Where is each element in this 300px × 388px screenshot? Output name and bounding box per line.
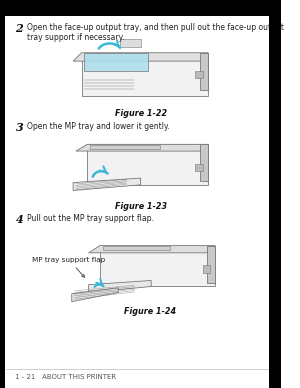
Polygon shape (84, 53, 148, 71)
Polygon shape (82, 53, 208, 96)
Polygon shape (76, 144, 208, 151)
Polygon shape (72, 288, 118, 302)
Polygon shape (88, 246, 215, 253)
Text: Figure 1-23: Figure 1-23 (115, 202, 167, 211)
Bar (202, 265, 210, 273)
Text: 2: 2 (16, 23, 23, 33)
Text: 4: 4 (16, 214, 23, 225)
Polygon shape (200, 144, 208, 181)
Polygon shape (73, 178, 141, 191)
Bar (196, 71, 202, 78)
Text: Pull out the MP tray support flap.: Pull out the MP tray support flap. (27, 214, 154, 223)
Polygon shape (100, 246, 215, 286)
Text: Open the MP tray and lower it gently.: Open the MP tray and lower it gently. (27, 122, 169, 131)
Text: 3: 3 (16, 122, 23, 133)
Polygon shape (88, 281, 151, 293)
Text: Open the face-up output tray, and then pull out the face-up output tray support : Open the face-up output tray, and then p… (27, 23, 284, 42)
Bar (0, 0, 281, 16)
Text: 1 - 21   ABOUT THIS PRINTER: 1 - 21 ABOUT THIS PRINTER (16, 374, 117, 380)
Polygon shape (200, 53, 208, 90)
Text: Figure 1-24: Figure 1-24 (124, 307, 177, 316)
Bar (0, 0, 5, 388)
Text: Figure 1-22: Figure 1-22 (115, 109, 167, 118)
Bar (119, 40, 141, 47)
Polygon shape (73, 53, 208, 61)
Bar (196, 164, 202, 171)
Text: MP tray support flap: MP tray support flap (32, 257, 106, 277)
Bar (103, 246, 170, 250)
Bar (90, 145, 160, 149)
Bar (268, 0, 281, 388)
Polygon shape (207, 246, 215, 283)
Polygon shape (87, 144, 208, 185)
